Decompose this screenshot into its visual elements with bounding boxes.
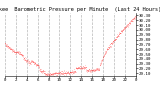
Title: Milwaukee  Barometric Pressure per Minute  (Last 24 Hours): Milwaukee Barometric Pressure per Minute…	[0, 7, 160, 12]
